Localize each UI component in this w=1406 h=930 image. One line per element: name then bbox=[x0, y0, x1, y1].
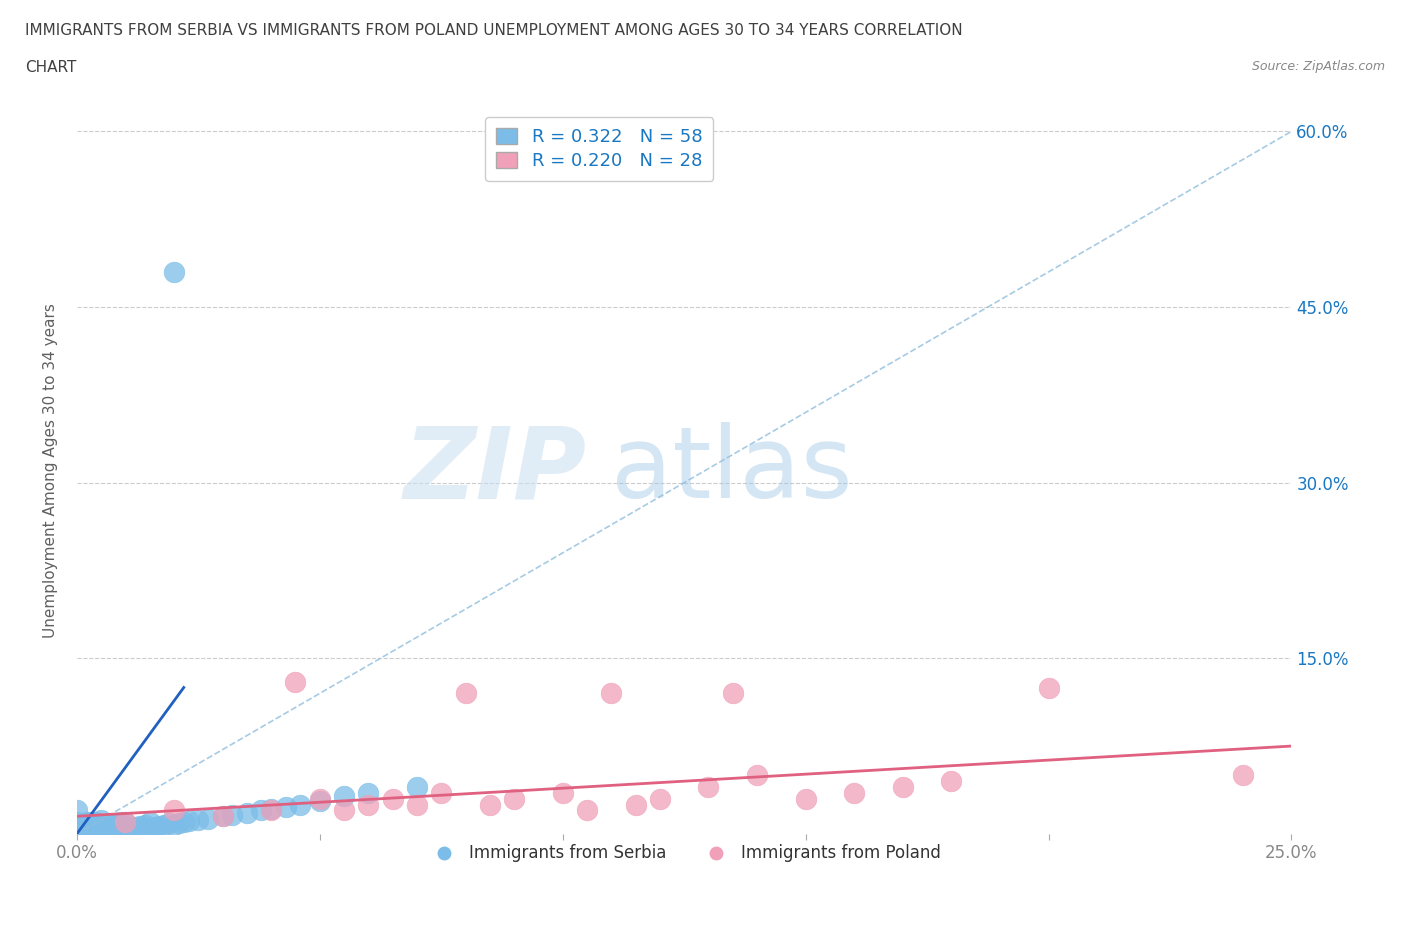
Point bbox=[66, 803, 89, 817]
Point bbox=[333, 803, 356, 817]
Point bbox=[76, 815, 98, 830]
Point bbox=[134, 817, 156, 832]
Text: atlas: atlas bbox=[612, 422, 853, 520]
Point bbox=[163, 803, 186, 817]
Point bbox=[90, 827, 112, 842]
Point bbox=[260, 802, 283, 817]
Point bbox=[90, 823, 112, 838]
Point bbox=[197, 811, 219, 826]
Point bbox=[624, 797, 647, 812]
Point bbox=[90, 818, 112, 833]
Point bbox=[745, 768, 768, 783]
Point bbox=[114, 815, 136, 830]
Point bbox=[648, 791, 671, 806]
Point bbox=[177, 814, 200, 829]
Point bbox=[260, 803, 283, 817]
Point bbox=[478, 797, 501, 812]
Point bbox=[100, 817, 122, 832]
Point bbox=[211, 809, 233, 824]
Point bbox=[157, 816, 180, 830]
Text: IMMIGRANTS FROM SERBIA VS IMMIGRANTS FROM POLAND UNEMPLOYMENT AMONG AGES 30 TO 3: IMMIGRANTS FROM SERBIA VS IMMIGRANTS FRO… bbox=[25, 23, 963, 38]
Point bbox=[148, 818, 170, 833]
Point bbox=[139, 820, 162, 835]
Point bbox=[941, 774, 963, 789]
Point bbox=[76, 827, 98, 842]
Point bbox=[80, 827, 103, 842]
Point bbox=[308, 791, 330, 806]
Point bbox=[333, 789, 356, 804]
Point bbox=[357, 797, 380, 812]
Point bbox=[104, 823, 127, 838]
Point bbox=[70, 827, 93, 842]
Point bbox=[66, 820, 89, 835]
Point bbox=[90, 813, 112, 828]
Point bbox=[94, 827, 117, 842]
Point bbox=[84, 827, 107, 842]
Point bbox=[406, 779, 429, 794]
Text: ZIP: ZIP bbox=[404, 422, 586, 520]
Point bbox=[80, 820, 103, 835]
Point bbox=[167, 816, 190, 830]
Point bbox=[173, 815, 195, 830]
Legend: Immigrants from Serbia, Immigrants from Poland: Immigrants from Serbia, Immigrants from … bbox=[420, 838, 948, 870]
Point bbox=[1232, 768, 1254, 783]
Point bbox=[721, 686, 744, 701]
Point bbox=[454, 686, 477, 701]
Point bbox=[70, 820, 93, 835]
Point bbox=[575, 803, 598, 817]
Point bbox=[124, 819, 146, 834]
Point bbox=[551, 786, 574, 801]
Point bbox=[503, 791, 526, 806]
Point bbox=[697, 779, 720, 794]
Point bbox=[120, 820, 142, 835]
Point bbox=[1038, 680, 1060, 695]
Point bbox=[143, 819, 166, 834]
Point bbox=[100, 824, 122, 839]
Point bbox=[163, 817, 186, 832]
Point bbox=[381, 791, 404, 806]
Point bbox=[284, 674, 307, 689]
Point bbox=[406, 797, 429, 812]
Point bbox=[110, 822, 132, 837]
Point bbox=[66, 827, 89, 842]
Text: Source: ZipAtlas.com: Source: ZipAtlas.com bbox=[1251, 60, 1385, 73]
Point bbox=[76, 820, 98, 835]
Point bbox=[794, 791, 817, 806]
Point bbox=[308, 793, 330, 808]
Point bbox=[153, 817, 176, 832]
Point bbox=[891, 779, 914, 794]
Point bbox=[211, 809, 233, 824]
Point bbox=[114, 827, 136, 842]
Point bbox=[84, 820, 107, 835]
Point bbox=[430, 786, 453, 801]
Point bbox=[139, 815, 162, 830]
Point bbox=[80, 815, 103, 830]
Point bbox=[114, 815, 136, 830]
Point bbox=[163, 264, 186, 279]
Point bbox=[600, 686, 623, 701]
Point bbox=[187, 813, 209, 828]
Point bbox=[357, 786, 380, 801]
Point bbox=[236, 805, 259, 820]
Point bbox=[110, 815, 132, 830]
Point bbox=[114, 820, 136, 835]
Point bbox=[104, 816, 127, 830]
Point bbox=[84, 815, 107, 830]
Point bbox=[274, 800, 297, 815]
Point bbox=[290, 797, 312, 812]
Point bbox=[221, 807, 243, 822]
Point bbox=[129, 818, 152, 833]
Point bbox=[250, 803, 273, 817]
Text: CHART: CHART bbox=[25, 60, 77, 75]
Y-axis label: Unemployment Among Ages 30 to 34 years: Unemployment Among Ages 30 to 34 years bbox=[44, 303, 58, 638]
Point bbox=[844, 786, 866, 801]
Point bbox=[66, 815, 89, 830]
Point bbox=[94, 820, 117, 835]
